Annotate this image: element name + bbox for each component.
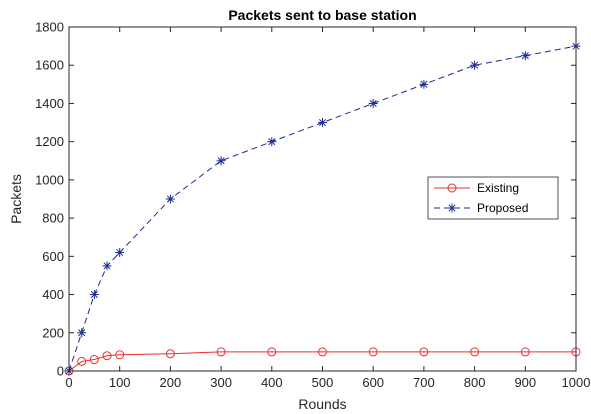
data-point-existing xyxy=(318,347,327,357)
data-point-proposed xyxy=(470,60,480,70)
y-tick-label: 1000 xyxy=(35,172,64,187)
x-tick-labels: 0 100 200 300 400 500 600 700 800 900 1000 xyxy=(65,375,590,390)
data-point-existing xyxy=(419,347,429,357)
data-point-existing xyxy=(368,347,378,357)
marker-stroke xyxy=(217,157,225,165)
y-tick-label: 1200 xyxy=(35,134,64,149)
data-point-proposed xyxy=(102,261,112,271)
x-tick-label: 200 xyxy=(160,375,182,390)
data-point-existing xyxy=(267,347,277,357)
data-point-existing xyxy=(520,347,530,357)
data-point-existing xyxy=(470,347,480,357)
y-tick-label: 200 xyxy=(42,325,64,340)
marker-stroke xyxy=(448,204,456,212)
data-point-existing xyxy=(115,350,125,360)
legend-entries: Existing Proposed xyxy=(434,181,528,215)
data-point-proposed xyxy=(368,98,378,108)
x-tick-label: 300 xyxy=(210,375,232,390)
data-point-existing xyxy=(77,356,87,366)
legend-item-existing: Existing xyxy=(434,181,519,195)
data-point-proposed xyxy=(318,118,327,128)
data-point-proposed xyxy=(115,248,125,258)
marker-stroke xyxy=(78,329,86,337)
y-tick-label: 800 xyxy=(42,211,64,226)
data-point-proposed xyxy=(216,156,226,166)
legend-box xyxy=(427,176,559,220)
y-tick-label: 1800 xyxy=(35,20,64,35)
y-tick-label: 600 xyxy=(42,249,64,264)
legend-swatch-marker xyxy=(447,203,457,213)
marker-stroke xyxy=(369,99,377,107)
y-tick-label: 400 xyxy=(42,287,64,302)
x-tick-label: 100 xyxy=(109,375,131,390)
marker-stroke xyxy=(521,52,529,60)
legend: Existing Proposed xyxy=(427,176,559,220)
plot-frame xyxy=(68,26,577,372)
x-axis-label: Rounds xyxy=(298,396,346,412)
series-line-existing xyxy=(68,351,576,372)
data-point-proposed xyxy=(419,79,429,89)
legend-swatch-marker xyxy=(447,183,457,193)
marker-stroke xyxy=(318,119,327,127)
y-axis-label: Packets xyxy=(8,174,24,224)
x-tick-label: 400 xyxy=(261,375,283,390)
data-point-proposed xyxy=(520,51,530,61)
marker-stroke xyxy=(268,138,276,146)
marker-stroke xyxy=(420,80,428,88)
x-tick-label: 0 xyxy=(65,375,72,390)
data-point-proposed xyxy=(165,194,175,204)
x-tick-label: 800 xyxy=(464,375,486,390)
data-point-proposed xyxy=(89,290,99,300)
marker-stroke xyxy=(90,291,98,299)
y-tick-label: 1600 xyxy=(35,58,64,73)
marker-stroke xyxy=(103,262,111,270)
legend-item-proposed: Proposed xyxy=(434,201,528,215)
data-point-proposed xyxy=(267,137,277,147)
x-tick-label: 500 xyxy=(312,375,334,390)
marker-stroke xyxy=(116,248,124,257)
x-tick-label: 700 xyxy=(413,375,435,390)
y-tick-labels: 0 200 400 600 800 1000 1200 1400 1600 1800 xyxy=(35,20,64,379)
marker-stroke xyxy=(166,195,174,203)
data-point-existing xyxy=(216,347,226,357)
y-tick-label: 1400 xyxy=(35,96,64,111)
series-line-proposed xyxy=(68,45,577,372)
marker-stroke xyxy=(471,61,479,69)
y-tick-label: 0 xyxy=(57,364,64,379)
data-point-existing xyxy=(165,349,175,359)
x-tick-label: 900 xyxy=(514,375,536,390)
x-tick-label: 1000 xyxy=(562,375,591,390)
legend-label: Existing xyxy=(477,181,519,195)
legend-label: Proposed xyxy=(477,201,528,215)
chart-title: Packets sent to base station xyxy=(228,7,416,23)
x-tick-label: 600 xyxy=(362,375,384,390)
data-point-existing xyxy=(102,351,112,361)
data-point-proposed xyxy=(77,328,87,338)
data-point-existing xyxy=(89,355,99,365)
